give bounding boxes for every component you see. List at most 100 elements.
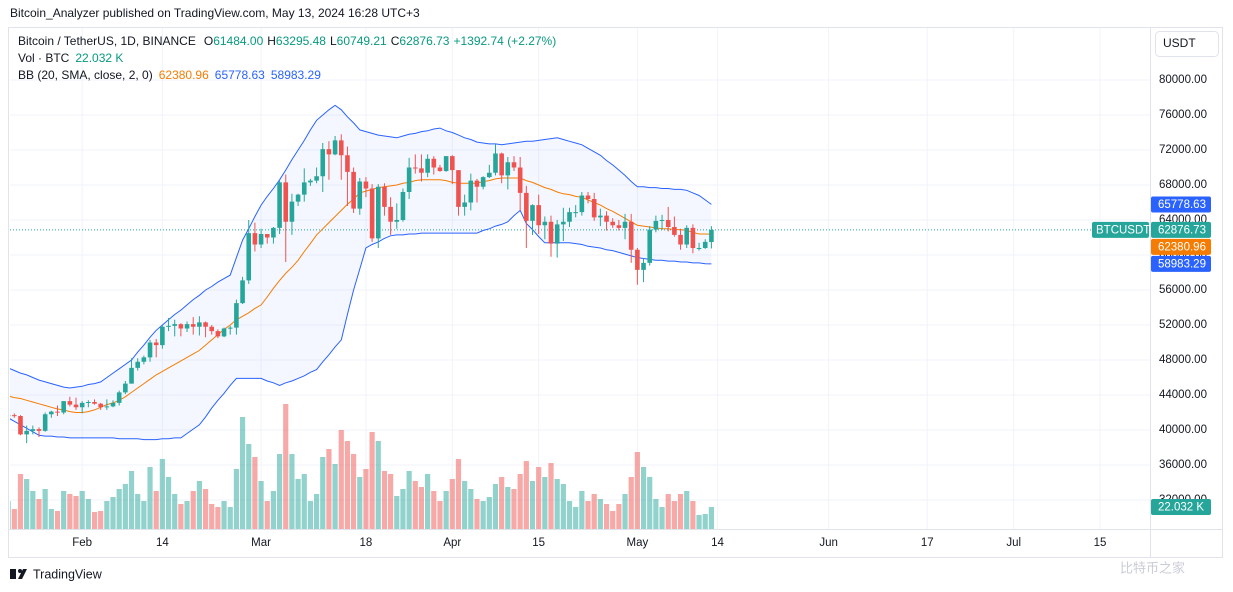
- volume-bar: [104, 501, 110, 529]
- candles: [10, 134, 714, 444]
- candle-body: [554, 224, 560, 244]
- candle-body: [86, 402, 91, 404]
- volume-bar: [529, 481, 536, 529]
- candle-body: [147, 342, 153, 358]
- volume-bar: [560, 484, 566, 529]
- candle-body: [36, 429, 42, 431]
- volume-bar: [468, 489, 474, 529]
- y-tick-label: 52000.00: [1159, 319, 1207, 331]
- candle-body: [345, 155, 350, 172]
- candle-body: [480, 177, 486, 187]
- candle-body: [567, 212, 572, 222]
- legend-volume: Vol · BTC 22.032 K: [18, 51, 123, 65]
- ohlc-value: 61484.00: [213, 34, 263, 48]
- candle-body: [622, 221, 628, 228]
- symbol-tag: [1092, 221, 1149, 238]
- volume-bar: [548, 463, 554, 529]
- candle-body: [456, 170, 461, 207]
- last-price-value: 62876.73: [1158, 224, 1206, 236]
- candle-body: [530, 205, 535, 221]
- volume-bar: [301, 474, 307, 529]
- volume-bar: [128, 471, 135, 529]
- volume-bar: [110, 497, 116, 529]
- candle-body: [604, 215, 609, 222]
- volume-bar: [184, 501, 190, 529]
- x-tick-label: Apr: [443, 537, 461, 549]
- candle-body: [221, 328, 227, 337]
- candle-body: [123, 383, 128, 393]
- volume-bar: [178, 504, 184, 529]
- volume-bar: [221, 501, 227, 529]
- volume-bar: [573, 507, 579, 529]
- candle-body: [499, 153, 504, 176]
- volume-bar: [11, 509, 17, 529]
- volume-value: 22.032 K: [75, 51, 123, 65]
- candle-body: [524, 192, 529, 221]
- volume-bar: [443, 491, 449, 529]
- volume-bar: [326, 449, 332, 529]
- volume-bar: [295, 479, 301, 529]
- volume-bar: [344, 441, 351, 529]
- volume-bar: [42, 489, 48, 529]
- volume-bar: [338, 430, 344, 529]
- volume-bar: [622, 494, 628, 529]
- legend-bb: BB (20, SMA, close, 2, 0) 62380.96 65778.6…: [18, 68, 321, 82]
- volume-bar: [196, 481, 202, 529]
- candle-body: [511, 162, 517, 168]
- volume-bar: [320, 457, 326, 529]
- currency-button[interactable]: [1155, 31, 1219, 57]
- volume-bar: [400, 489, 406, 529]
- volume-bar: [684, 491, 690, 529]
- x-tick-label: Mar: [251, 537, 271, 549]
- volume-bar: [585, 501, 591, 529]
- candle-body: [160, 326, 165, 346]
- currency-label[interactable]: USDT: [1163, 36, 1196, 50]
- x-tick-label: Feb: [72, 537, 92, 549]
- y-tick-label: 48000.00: [1159, 354, 1207, 366]
- volume-bar: [48, 509, 54, 529]
- candle-body: [635, 249, 640, 270]
- candle-body: [610, 221, 615, 226]
- chart-frame: [8, 27, 1223, 558]
- volume-bar: [313, 494, 320, 529]
- y-tick-label: 36000.00: [1159, 459, 1207, 471]
- tradingview-logo: [10, 569, 27, 579]
- volume-bar: [480, 501, 486, 529]
- candle-body: [215, 331, 221, 337]
- volume-bar: [579, 491, 585, 529]
- y-tick-label: 72000.00: [1159, 144, 1207, 156]
- band-fill: [10, 105, 712, 440]
- volume-bar: [388, 474, 394, 529]
- candle-body: [308, 180, 313, 183]
- symbol-title: Bitcoin / TetherUS, 1D, BINANCE: [18, 34, 196, 48]
- volume-bar: [375, 441, 381, 529]
- volume-bar: [653, 499, 659, 529]
- x-tick-label: Jul: [1006, 537, 1021, 549]
- volume-bar: [431, 491, 437, 529]
- volume-pane: [10, 404, 714, 529]
- volume-bar: [659, 507, 665, 529]
- candle-body: [24, 430, 29, 435]
- volume-bar: [79, 491, 85, 529]
- candle-body: [487, 172, 492, 178]
- volume-bar: [165, 477, 172, 529]
- volume-bar: [283, 404, 289, 529]
- candle-body: [647, 229, 653, 263]
- candle-body: [104, 406, 110, 408]
- volume-bar: [634, 452, 640, 529]
- volume-value: 22.032 K: [1158, 501, 1204, 513]
- volume-bar: [536, 467, 542, 529]
- candle-body: [591, 199, 597, 218]
- candle-body: [659, 220, 665, 222]
- volume-bar: [486, 497, 492, 529]
- volume-badge: [1151, 498, 1211, 515]
- volume-bar: [357, 477, 363, 529]
- symbol-tag-label: BTCUSDT: [1096, 224, 1150, 236]
- candle-body: [79, 402, 85, 408]
- candle-body: [369, 188, 375, 239]
- volume-bar: [270, 491, 277, 529]
- candle-body: [227, 327, 233, 329]
- candle-body: [42, 414, 48, 431]
- volume-bar: [147, 467, 153, 529]
